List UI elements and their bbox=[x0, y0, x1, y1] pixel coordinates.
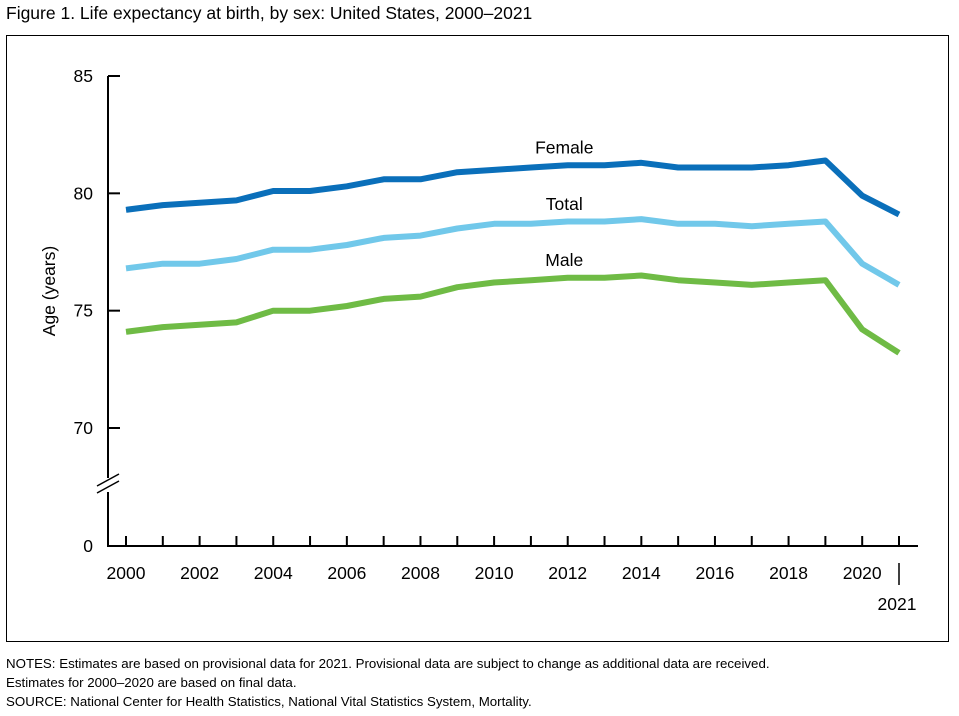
x-tick-label: 2010 bbox=[475, 563, 514, 583]
y-tick-label-zero: 0 bbox=[83, 536, 93, 556]
x-tick-label: 2000 bbox=[107, 563, 146, 583]
figure-title: Figure 1. Life expectancy at birth, by s… bbox=[6, 3, 533, 23]
x-tick-label: 2008 bbox=[401, 563, 440, 583]
series-labels: Female Total Male bbox=[535, 138, 593, 271]
y-tick-label: 80 bbox=[74, 183, 94, 203]
source-note: SOURCE: National Center for Health Stati… bbox=[6, 694, 532, 709]
series-lines bbox=[125, 157, 901, 356]
series-line-female bbox=[125, 157, 901, 218]
series-line-total bbox=[125, 216, 901, 288]
notes-section: NOTES: Estimates are based on provisiona… bbox=[6, 654, 770, 711]
y-tick-label: 70 bbox=[74, 418, 94, 438]
series-label-male: Male bbox=[545, 250, 583, 270]
series-label-total: Total bbox=[546, 194, 583, 214]
series-line-male bbox=[125, 272, 901, 356]
y-axis-title: Age (years) bbox=[39, 246, 59, 336]
y-tick-label: 75 bbox=[74, 301, 93, 321]
chart-frame bbox=[6, 35, 949, 642]
y-tick-label: 85 bbox=[74, 66, 93, 86]
x-tick-label: 2018 bbox=[769, 563, 808, 583]
notes-line-1: NOTES: Estimates are based on provisiona… bbox=[6, 656, 770, 671]
x-tick-label: 2012 bbox=[548, 563, 587, 583]
y-axis-break-mark bbox=[96, 473, 120, 487]
x-tick-label: 2016 bbox=[695, 563, 734, 583]
notes-line-2: Estimates for 2000–2020 are based on fin… bbox=[6, 675, 297, 690]
x-tick-label: 2004 bbox=[254, 563, 293, 583]
series-label-female: Female bbox=[535, 138, 593, 158]
x-tick-label-2021: 2021 bbox=[878, 594, 917, 614]
axes: 85 80 75 70 0 Age (years) 2000 2002 2004 2006 2008… bbox=[39, 66, 918, 614]
x-tick-label: 2014 bbox=[622, 563, 661, 583]
x-tick-label: 2002 bbox=[180, 563, 219, 583]
x-tick-label: 2006 bbox=[327, 563, 366, 583]
x-tick-label: 2020 bbox=[843, 563, 882, 583]
y-axis-break-mark bbox=[96, 480, 120, 494]
